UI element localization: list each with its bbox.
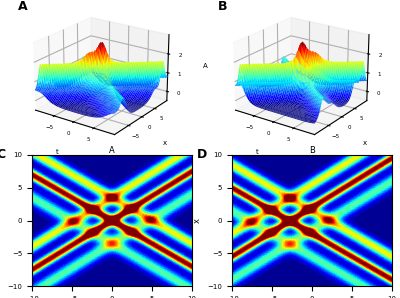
Title: A: A	[109, 146, 115, 155]
Text: B: B	[218, 0, 228, 13]
Title: B: B	[309, 146, 315, 155]
Y-axis label: x: x	[363, 140, 367, 146]
Text: A: A	[18, 0, 28, 13]
Y-axis label: x: x	[0, 218, 2, 223]
Text: D: D	[197, 148, 207, 162]
Text: C: C	[0, 148, 6, 162]
X-axis label: t: t	[55, 149, 58, 155]
Y-axis label: x: x	[163, 140, 167, 146]
Y-axis label: x: x	[193, 218, 202, 223]
X-axis label: t: t	[255, 149, 258, 155]
